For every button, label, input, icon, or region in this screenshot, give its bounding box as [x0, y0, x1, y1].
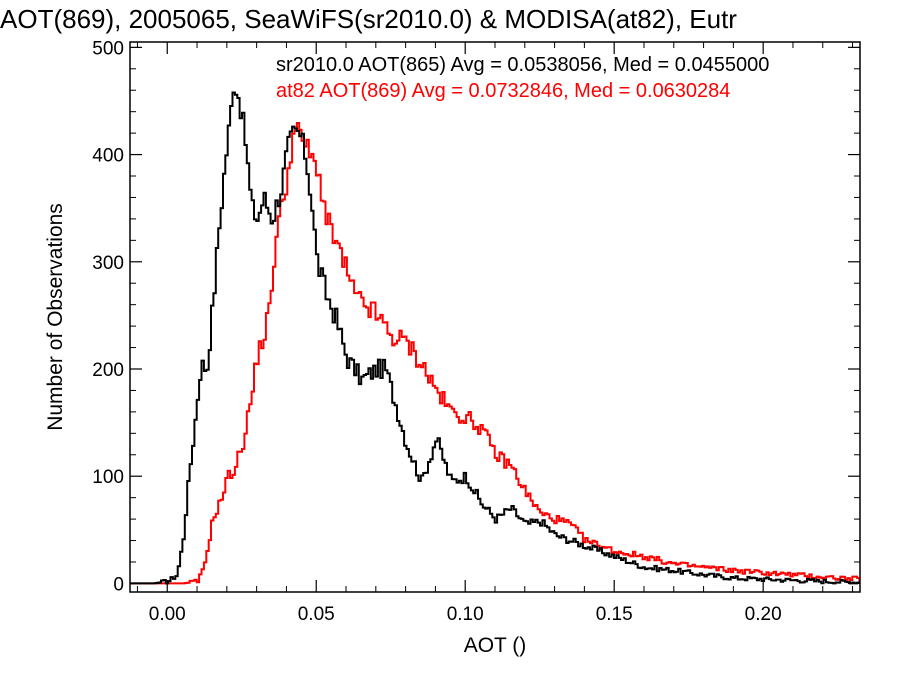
x-tick-label: 0.05 [298, 604, 335, 625]
y-axis-label: Number of Observations [44, 203, 67, 431]
y-tick-label: 500 [92, 38, 124, 59]
x-tick-label: 0.00 [149, 604, 186, 625]
x-tick-label: 0.20 [745, 604, 782, 625]
ticks-layer: 0.00 0.05 0.10 0.15 0.20 0 100 200 300 400 500 [92, 38, 860, 625]
x-tick-label: 0.10 [447, 604, 484, 625]
series-line-sr2010.0 [130, 91, 860, 585]
plot-frame [129, 41, 861, 593]
legend: sr2010.0 AOT(865) Avg = 0.0538056, Med =… [276, 54, 769, 102]
y-tick-label: 400 [92, 146, 124, 167]
series-line-at82 [130, 122, 860, 585]
x-axis-label: AOT () [464, 634, 527, 657]
y-tick-label: 100 [92, 467, 124, 488]
legend-entry-sr2010.0: sr2010.0 AOT(865) Avg = 0.0538056, Med =… [276, 54, 769, 76]
series-layer [130, 91, 860, 585]
y-tick-label: 300 [92, 253, 124, 274]
y-tick-label: 200 [92, 360, 124, 381]
chart-title: AOT(869), 2005065, SeaWiFS(sr2010.0) & M… [0, 4, 737, 34]
y-tick-label: 0 [113, 574, 124, 595]
x-tick-label: 0.15 [596, 604, 633, 625]
legend-entry-at82: at82 AOT(869) Avg = 0.0732846, Med = 0.0… [276, 80, 730, 102]
